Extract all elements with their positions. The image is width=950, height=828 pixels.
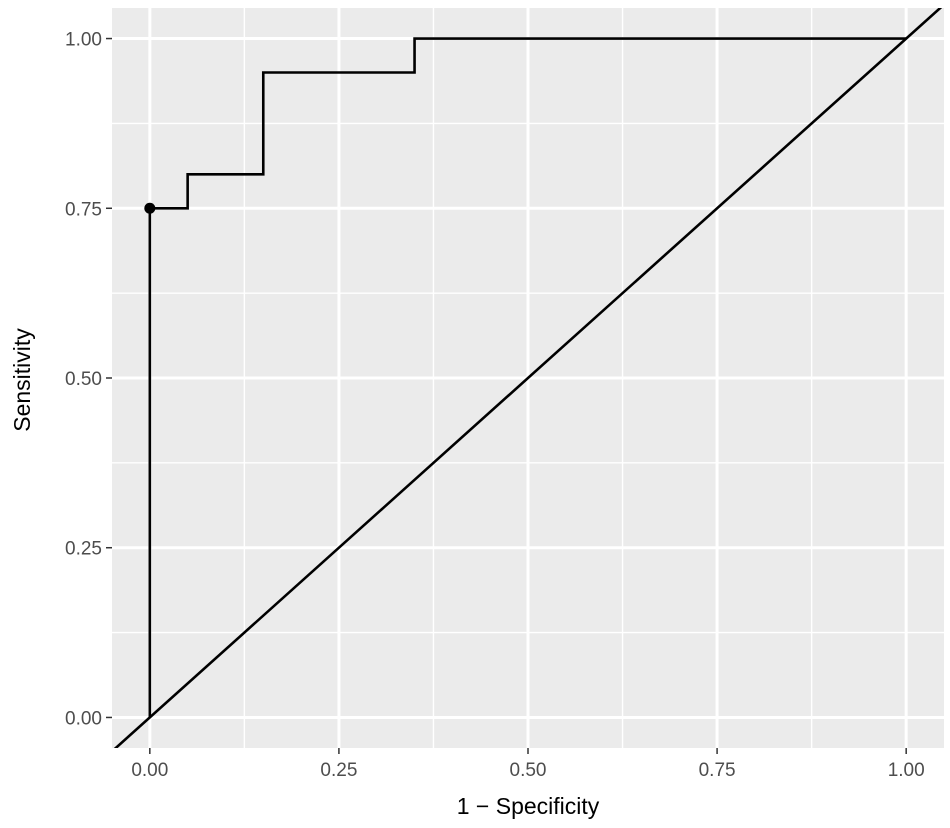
y-tick-label: 0.50 — [65, 369, 102, 390]
y-tick-label: 0.75 — [65, 199, 102, 220]
y-axis-title: Sensitivity — [9, 328, 35, 432]
axis-ticks — [106, 37, 907, 754]
series-layer — [113, 8, 943, 748]
y-tick-label: 0.25 — [65, 539, 102, 560]
x-tick-labels: 0.00 0.25 0.50 0.75 1.00 — [131, 760, 924, 781]
x-tick-label: 0.25 — [320, 760, 357, 781]
roc-curve-line — [148, 37, 907, 718]
y-tick-label: 1.00 — [65, 30, 102, 51]
x-tick-label: 1.00 — [888, 760, 925, 781]
x-tick-label: 0.50 — [510, 760, 547, 781]
roc-threshold-point — [144, 202, 156, 214]
y-tick-labels: 0.00 0.25 0.50 0.75 1.00 — [65, 30, 102, 730]
reference-diagonal-line — [113, 8, 943, 748]
x-tick-label: 0.00 — [131, 760, 168, 781]
x-axis-title: 1 − Specificity — [457, 793, 600, 819]
y-tick-label: 0.00 — [65, 708, 102, 729]
x-tick-label: 0.75 — [699, 760, 736, 781]
